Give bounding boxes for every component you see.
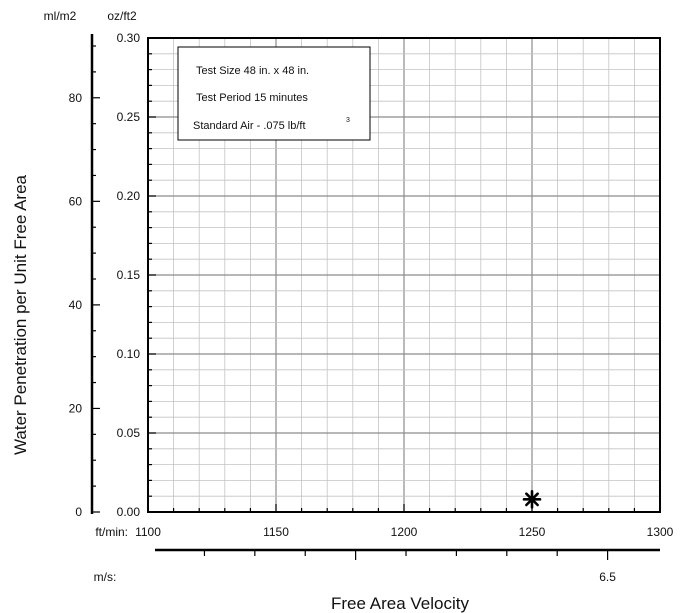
data-point-stroke <box>525 492 539 507</box>
y-tick-label: 0.20 <box>117 189 141 203</box>
test-period-note: Test Period 15 minutes <box>196 92 308 104</box>
metric-y-tick-label: 40 <box>69 298 83 312</box>
metric-y-tick-label: 60 <box>69 194 83 208</box>
test-size-note: Test Size 48 in. x 48 in. <box>196 65 309 77</box>
data-point <box>522 490 542 509</box>
y-tick-label: 0.05 <box>117 426 141 440</box>
test-conditions-box: Test Size 48 in. x 48 in. Test Period 15… <box>177 46 371 141</box>
y-tick-label: 0.10 <box>117 347 141 361</box>
x-tick-label: 1250 <box>519 525 546 539</box>
data-marks <box>522 490 542 509</box>
test-conditions-frame <box>177 46 371 141</box>
y-tick-label: 0.25 <box>117 110 141 124</box>
metric-y-tick-label: 0 <box>75 505 82 519</box>
y-axis-title: Water Penetration per Unit Free Area <box>11 174 30 455</box>
y-tick-label: 0.15 <box>117 268 141 282</box>
y-tick-label: 0.30 <box>117 31 141 45</box>
x-tick-label: 1150 <box>263 525 289 539</box>
x-tick-label: 1200 <box>391 525 418 539</box>
y-unit-imperial: oz/ft2 <box>107 9 137 23</box>
y-unit-metric: ml/m2 <box>44 9 77 23</box>
cubic-superscript: 3 <box>346 117 350 124</box>
metric-y-tick-label: 80 <box>69 91 83 105</box>
x-unit-metric: m/s: <box>94 570 117 584</box>
x-tick-label: 1300 <box>647 525 674 539</box>
metric-x-tick-label: 6.5 <box>599 570 616 584</box>
x-unit-imperial: ft/min: <box>95 525 128 539</box>
tick-labels: 110011501200125013006.57.07.50.000.050.1… <box>69 31 674 584</box>
x-axis-title: Free Area Velocity <box>331 594 469 613</box>
y-tick-label: 0.00 <box>117 505 141 519</box>
metric-y-tick-label: 20 <box>69 401 83 415</box>
standard-air-note: Standard Air - .075 lb/ft <box>193 120 306 132</box>
x-tick-label: 1100 <box>135 525 161 539</box>
chart-axes <box>90 34 661 560</box>
